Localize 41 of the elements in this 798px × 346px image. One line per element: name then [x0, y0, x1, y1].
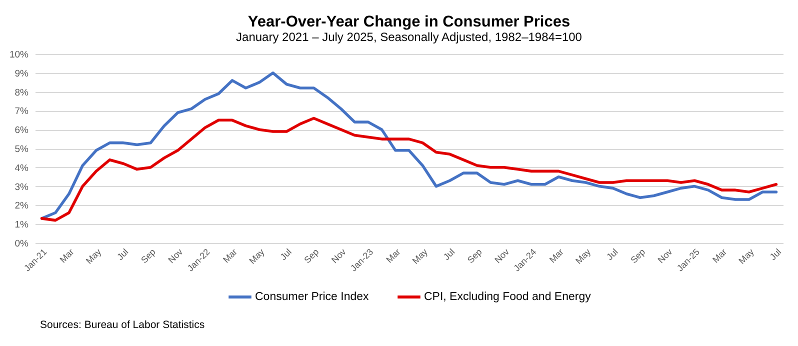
y-tick-label: 4%: [14, 162, 30, 174]
x-tick-label: Nov: [329, 246, 348, 266]
x-tick-label: Sep: [465, 246, 484, 266]
x-tick-label: Mar: [384, 246, 402, 265]
legend-label: CPI, Excluding Food and Energy: [424, 291, 592, 303]
y-tick-label: 3%: [14, 182, 30, 193]
x-tick-label: Nov: [166, 246, 186, 266]
x-tick-label: Jul: [278, 246, 294, 262]
x-tick-label: Mar: [547, 246, 566, 265]
x-tick-label: May: [84, 246, 104, 266]
x-tick-label: Mar: [710, 246, 729, 265]
x-tick-label: Jul: [115, 246, 130, 262]
y-tick-label: 6%: [14, 125, 30, 136]
x-tick-label: Nov: [656, 246, 675, 266]
y-tick-label: 8%: [14, 87, 30, 98]
y-tick-label: 1%: [14, 220, 30, 231]
x-tick-label: May: [736, 246, 756, 266]
x-tick-label: Jul: [768, 246, 784, 262]
x-tick-label: May: [410, 246, 430, 266]
y-tick-label: 10%: [9, 50, 30, 60]
legend-label: Consumer Price Index: [255, 291, 370, 303]
x-tick-label: May: [247, 246, 267, 266]
x-tick-label: Jul: [441, 246, 457, 262]
y-tick-label: 5%: [14, 144, 30, 155]
x-tick-label: Jul: [604, 246, 620, 262]
x-tick-label: Nov: [492, 246, 512, 266]
y-tick-label: 7%: [14, 106, 30, 118]
y-tick-label: 9%: [14, 68, 30, 80]
line-series: [40, 72, 778, 220]
x-tick-label: Sep: [628, 246, 648, 266]
chart-title: Year-Over-Year Change in Consumer Prices: [248, 14, 570, 30]
source-note: Sources: Bureau of Labor Statistics: [40, 319, 205, 331]
y-tick-label: 2%: [14, 200, 30, 212]
x-tick-label: Sep: [302, 246, 321, 266]
line-series: [40, 116, 778, 222]
chart-subtitle: January 2021 – July 2025, Seasonally Adjusted, 1982–1984=100: [236, 30, 582, 44]
x-tick-label: Sep: [139, 246, 158, 266]
y-tick-label: 0%: [14, 238, 30, 250]
x-tick-label: May: [574, 246, 594, 266]
x-tick-label: Mar: [58, 246, 76, 265]
x-tick-label: Mar: [221, 246, 240, 265]
